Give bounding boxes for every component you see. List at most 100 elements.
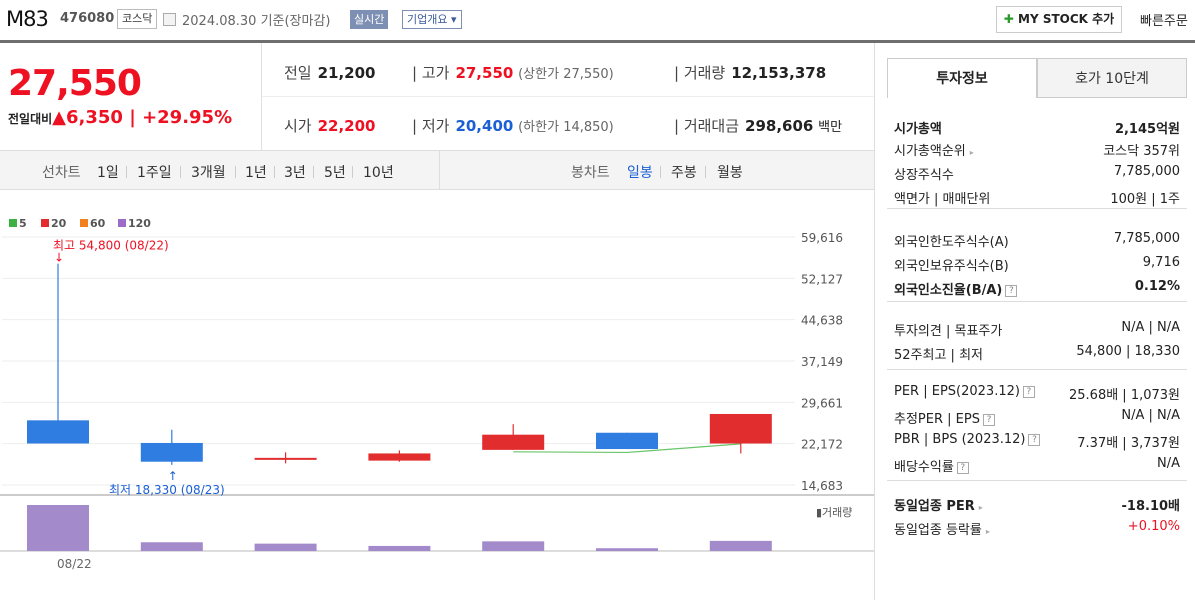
info-key: 액면가 | 매매단위: [894, 192, 991, 207]
volume-bar: [482, 541, 545, 551]
candle-body: [596, 432, 658, 450]
info-value: 54,800 | 18,330: [1076, 344, 1180, 359]
volume-bar: [254, 543, 317, 551]
y-tick-label: 59,616: [801, 231, 843, 245]
stock-code: 476080: [60, 11, 115, 26]
info-key: PBR | BPS (2023.12)?: [894, 432, 1041, 447]
period-tab[interactable]: 3년: [284, 165, 306, 181]
up-arrow-icon: ▲: [52, 107, 67, 128]
y-tick-label: 14,683: [801, 479, 843, 493]
info-value: 7,785,000: [1113, 164, 1180, 179]
x-tick-label: 08/22: [57, 557, 92, 571]
info-key: 동일업종 PER ▸: [894, 499, 983, 514]
line-chart-label: 선차트: [42, 165, 81, 181]
info-value: 100원 | 1주: [1110, 192, 1180, 207]
info-value: 0.12%: [1134, 279, 1180, 294]
company-overview-dropdown[interactable]: 기업개요 ▾: [402, 10, 462, 29]
y-tick-label: 37,149: [801, 355, 843, 369]
info-key: 시가총액순위 ▸: [894, 144, 974, 159]
help-icon[interactable]: ?: [1022, 386, 1035, 398]
candle-tab-weekly[interactable]: 주봉: [671, 165, 697, 181]
volume-label: ▮거래량: [816, 506, 852, 519]
quote-date: 2024.08.30 기준(장마감): [182, 14, 331, 29]
tab-orderbook[interactable]: 호가 10단계: [1037, 58, 1187, 98]
help-icon[interactable]: ?: [1005, 285, 1018, 297]
grid-divider: [262, 96, 874, 97]
up-arrow-icon: ↑: [168, 469, 178, 483]
trade-amount: | 거래대금 298,606 백만: [674, 117, 843, 135]
info-value: N/A | N/A: [1121, 408, 1180, 423]
realtime-button[interactable]: 실시간: [350, 10, 389, 29]
volume-bar: [596, 548, 658, 551]
stock-header: M83 476080 코스닥 2024.08.30 기준(장마감) 실시간 기업…: [0, 0, 1195, 40]
panel-divider: [874, 43, 875, 600]
chevron-right-icon: ▸: [978, 503, 983, 512]
info-key: PER | EPS(2023.12)?: [894, 384, 1035, 399]
candle-tab-daily[interactable]: 일봉: [627, 165, 653, 181]
info-value: 코스닥 357위: [1103, 144, 1180, 159]
y-tick-label: 29,661: [801, 396, 843, 410]
candle-body: [482, 434, 545, 450]
info-value: N/A | N/A: [1121, 320, 1180, 335]
info-divider: [887, 369, 1187, 370]
chevron-right-icon: ▸: [985, 527, 990, 536]
period-tab[interactable]: 10년: [363, 165, 394, 181]
day-high: | 고가 27,550 (상한가 27,550): [412, 64, 614, 82]
period-tab[interactable]: 1주일: [137, 165, 172, 181]
help-icon[interactable]: ?: [982, 414, 995, 426]
volume-bar: [140, 542, 203, 551]
price-change: 전일대비▲6,350 | +29.95%: [8, 107, 233, 128]
info-value: 25.68배 | 1,073원: [1069, 388, 1180, 403]
price-chart[interactable]: 5 20 60 120 59,616 52,127 44,638 37,149 29,6…: [0, 190, 874, 600]
tab-investment-info[interactable]: 투자정보: [887, 58, 1037, 98]
info-value: 9,716: [1142, 255, 1180, 270]
info-key: 배당수익률?: [894, 456, 969, 475]
info-divider: [887, 301, 1187, 302]
overview-label: 기업개요: [407, 13, 448, 26]
market-badge: 코스닥: [117, 9, 158, 29]
day-low: | 저가 20,400 (하한가 14,850): [412, 117, 614, 135]
info-divider: [887, 208, 1187, 209]
stock-name: M83: [6, 7, 49, 31]
candle-body: [254, 457, 317, 460]
plus-icon: ✚: [1003, 12, 1014, 26]
open-price: 시가 22,200: [284, 117, 376, 135]
period-tab[interactable]: 1년: [245, 165, 267, 181]
info-key: 상장주식수: [894, 168, 954, 183]
info-key: 외국인소진율(B/A)?: [894, 279, 1018, 298]
legend-ma5: 5: [9, 217, 27, 230]
info-key: 시가총액: [894, 122, 942, 137]
info-key: 추정PER | EPS?: [894, 408, 995, 427]
high-annotation: 최고 54,800 (08/22): [53, 239, 169, 253]
down-arrow-icon: ↓: [54, 251, 64, 265]
help-icon[interactable]: ?: [956, 462, 969, 474]
info-value: 7.37배 | 3,737원: [1077, 436, 1180, 451]
candle-body: [368, 453, 431, 461]
info-key: 동일업종 등락률 ▸: [894, 523, 990, 538]
candle-tab-monthly[interactable]: 월봉: [717, 165, 743, 181]
my-stock-add-button[interactable]: ✚ MY STOCK 추가: [996, 6, 1122, 33]
quick-order-link[interactable]: 빠른주문: [1140, 14, 1188, 29]
info-key: 투자의견 | 목표주가: [894, 324, 1003, 339]
low-annotation: 최저 18,330 (08/23): [109, 483, 225, 497]
volume: | 거래량 12,153,378: [674, 64, 827, 82]
period-tab[interactable]: 5년: [324, 165, 346, 181]
change-amount: 6,350: [66, 107, 123, 128]
candle-body: [709, 413, 772, 444]
volume-bar: [709, 540, 772, 551]
quote-grid: 전일 21,200 | 고가 27,550 (상한가 27,550) | 거래량 12…: [262, 43, 874, 150]
info-key: 외국인한도주식수(A): [894, 235, 1009, 250]
candle-body: [27, 420, 89, 444]
legend-ma20: 20: [41, 217, 66, 230]
help-icon[interactable]: ?: [1028, 434, 1041, 446]
info-value: +0.10%: [1127, 519, 1180, 534]
y-tick-label: 22,172: [801, 438, 843, 452]
ma5-line: [513, 443, 741, 454]
candle-body: [140, 442, 203, 462]
period-tab[interactable]: 3개월: [191, 165, 226, 181]
info-divider: [887, 480, 1187, 481]
chart-tabs: 선차트 1일 1주일 3개월 1년 3년 5년 10년 봉차트 일봉 주봉 월봉: [0, 150, 874, 190]
y-tick-label: 44,638: [801, 314, 843, 328]
chevron-down-icon: ▾: [450, 13, 457, 26]
period-tab[interactable]: 1일: [97, 165, 119, 181]
